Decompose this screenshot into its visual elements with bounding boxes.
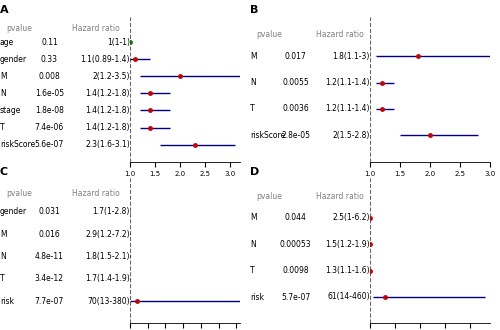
Text: M: M — [0, 72, 6, 81]
Text: age: age — [0, 38, 14, 47]
Text: B: B — [250, 5, 258, 15]
X-axis label: Hazard ratio: Hazard ratio — [159, 180, 211, 189]
Text: 1(1-1): 1(1-1) — [107, 38, 130, 47]
Text: A: A — [0, 5, 8, 15]
Text: 3.4e-12: 3.4e-12 — [35, 274, 64, 283]
Text: 2(1.2-3.5): 2(1.2-3.5) — [92, 72, 130, 81]
Text: 2(1.5-2.8): 2(1.5-2.8) — [332, 131, 370, 140]
Text: 1.6e-05: 1.6e-05 — [35, 89, 64, 98]
Text: 2.9(1.2-7.2): 2.9(1.2-7.2) — [86, 230, 130, 239]
Text: 2.8e-05: 2.8e-05 — [281, 131, 310, 140]
Text: C: C — [0, 167, 8, 177]
Text: 70(13-380): 70(13-380) — [88, 297, 130, 306]
Text: 1.2(1.1-1.4): 1.2(1.1-1.4) — [326, 104, 370, 114]
X-axis label: Hazard ratio: Hazard ratio — [404, 180, 456, 189]
Text: Hazard ratio: Hazard ratio — [72, 24, 120, 33]
Text: T: T — [0, 274, 4, 283]
Text: pvalue: pvalue — [6, 24, 32, 33]
Text: 1.3(1.1-1.6): 1.3(1.1-1.6) — [326, 266, 370, 275]
Text: pvalue: pvalue — [6, 189, 32, 198]
Text: 0.0055: 0.0055 — [282, 78, 309, 87]
Text: gender: gender — [0, 55, 27, 64]
Text: gender: gender — [0, 207, 27, 216]
Text: pvalue: pvalue — [256, 192, 282, 201]
Text: 0.33: 0.33 — [41, 55, 58, 64]
Text: Hazard ratio: Hazard ratio — [316, 30, 364, 40]
Text: riskScore: riskScore — [0, 140, 35, 149]
Text: T: T — [250, 266, 254, 275]
Text: N: N — [250, 78, 256, 87]
Text: 0.031: 0.031 — [38, 207, 60, 216]
Text: 7.4e-06: 7.4e-06 — [35, 123, 64, 132]
Text: 1.4(1.2-1.8): 1.4(1.2-1.8) — [86, 89, 130, 98]
Text: N: N — [0, 252, 6, 261]
Text: risk: risk — [250, 292, 264, 302]
Text: 1.4(1.2-1.8): 1.4(1.2-1.8) — [86, 106, 130, 115]
Text: 0.0098: 0.0098 — [282, 266, 309, 275]
Text: D: D — [250, 167, 259, 177]
Text: M: M — [0, 230, 6, 239]
Text: 1.5(1.2-1.9): 1.5(1.2-1.9) — [326, 240, 370, 249]
Text: 0.00053: 0.00053 — [280, 240, 312, 249]
Text: 61(14-460): 61(14-460) — [328, 292, 370, 302]
Text: N: N — [250, 240, 256, 249]
Text: 7.7e-07: 7.7e-07 — [35, 297, 64, 306]
Text: stage: stage — [0, 106, 22, 115]
Text: 5.7e-07: 5.7e-07 — [281, 292, 310, 302]
Text: 2.3(1.6-3.1): 2.3(1.6-3.1) — [85, 140, 130, 149]
Text: 1.4(1.2-1.8): 1.4(1.2-1.8) — [86, 123, 130, 132]
Text: 1.8(1.1-3): 1.8(1.1-3) — [332, 51, 370, 61]
Text: risk: risk — [0, 297, 14, 306]
Text: 0.008: 0.008 — [38, 72, 60, 81]
Text: 2.5(1-6.2): 2.5(1-6.2) — [332, 213, 370, 222]
Text: 0.0036: 0.0036 — [282, 104, 309, 114]
Text: Hazard ratio: Hazard ratio — [72, 189, 120, 198]
Text: 0.016: 0.016 — [38, 230, 60, 239]
Text: M: M — [250, 51, 256, 61]
Text: Hazard ratio: Hazard ratio — [316, 192, 364, 201]
Text: 5.6e-07: 5.6e-07 — [35, 140, 64, 149]
Text: M: M — [250, 213, 256, 222]
Text: 1.8(1.5-2.1): 1.8(1.5-2.1) — [86, 252, 130, 261]
Text: 1.1(0.89-1.4): 1.1(0.89-1.4) — [80, 55, 130, 64]
Text: T: T — [0, 123, 4, 132]
Text: pvalue: pvalue — [256, 30, 282, 40]
Text: T: T — [250, 104, 254, 114]
Text: 1.7(1.4-1.9): 1.7(1.4-1.9) — [85, 274, 130, 283]
Text: 0.11: 0.11 — [41, 38, 58, 47]
Text: N: N — [0, 89, 6, 98]
Text: 1.8e-08: 1.8e-08 — [35, 106, 64, 115]
Text: riskScore: riskScore — [250, 131, 285, 140]
Text: 4.8e-11: 4.8e-11 — [35, 252, 64, 261]
Text: 0.017: 0.017 — [284, 51, 306, 61]
Text: 1.7(1-2.8): 1.7(1-2.8) — [92, 207, 130, 216]
Text: 1.2(1.1-1.4): 1.2(1.1-1.4) — [326, 78, 370, 87]
Text: 0.044: 0.044 — [284, 213, 306, 222]
